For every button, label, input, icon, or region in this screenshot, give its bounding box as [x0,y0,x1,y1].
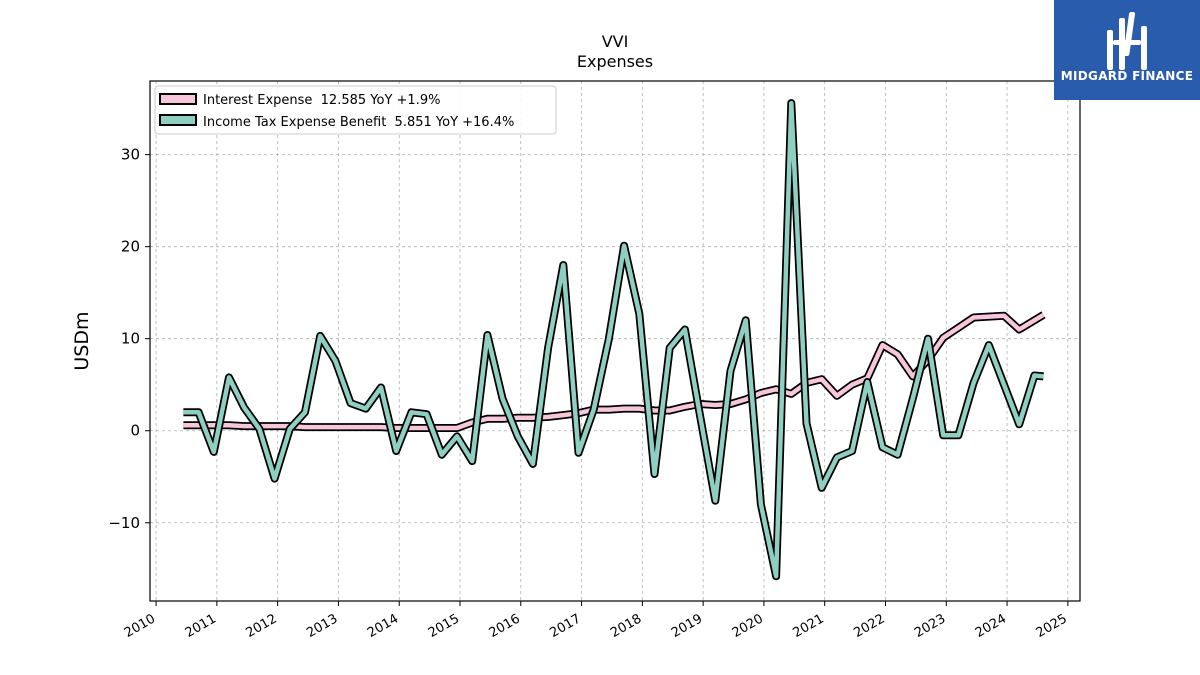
chart-subtitle: Expenses [577,52,653,71]
legend-swatch-interest-expense [159,93,197,105]
y-axis-label: USDm [71,311,93,370]
legend-swatch-income-tax [159,114,197,126]
y-tick-label: 10 [121,330,140,348]
brand-logo: MIDGARD FINANCE [1054,0,1200,100]
legend: Interest Expense 12.585 YoY +1.9% Income… [154,85,557,135]
legend-label-income-tax: Income Tax Expense Benefit 5.851 YoY +16… [203,115,514,130]
chart-title: VVI [602,32,629,51]
y-tick-label: −10 [108,514,140,532]
logo-wordmark: MIDGARD FINANCE [1061,69,1193,83]
series-line-interest-expense [183,312,1045,431]
logo-mark-icon [1107,12,1147,70]
y-tick-label: 0 [130,422,140,440]
series-lines [183,99,1046,581]
series-line-income-tax-expense-benefit [183,100,1044,579]
plot-frame [149,80,1081,602]
legend-box [154,85,557,135]
legend-label-interest-expense: Interest Expense 12.585 YoY +1.9% [203,93,440,108]
y-tick-label: 30 [121,146,140,164]
y-tick-label: 20 [121,238,140,256]
